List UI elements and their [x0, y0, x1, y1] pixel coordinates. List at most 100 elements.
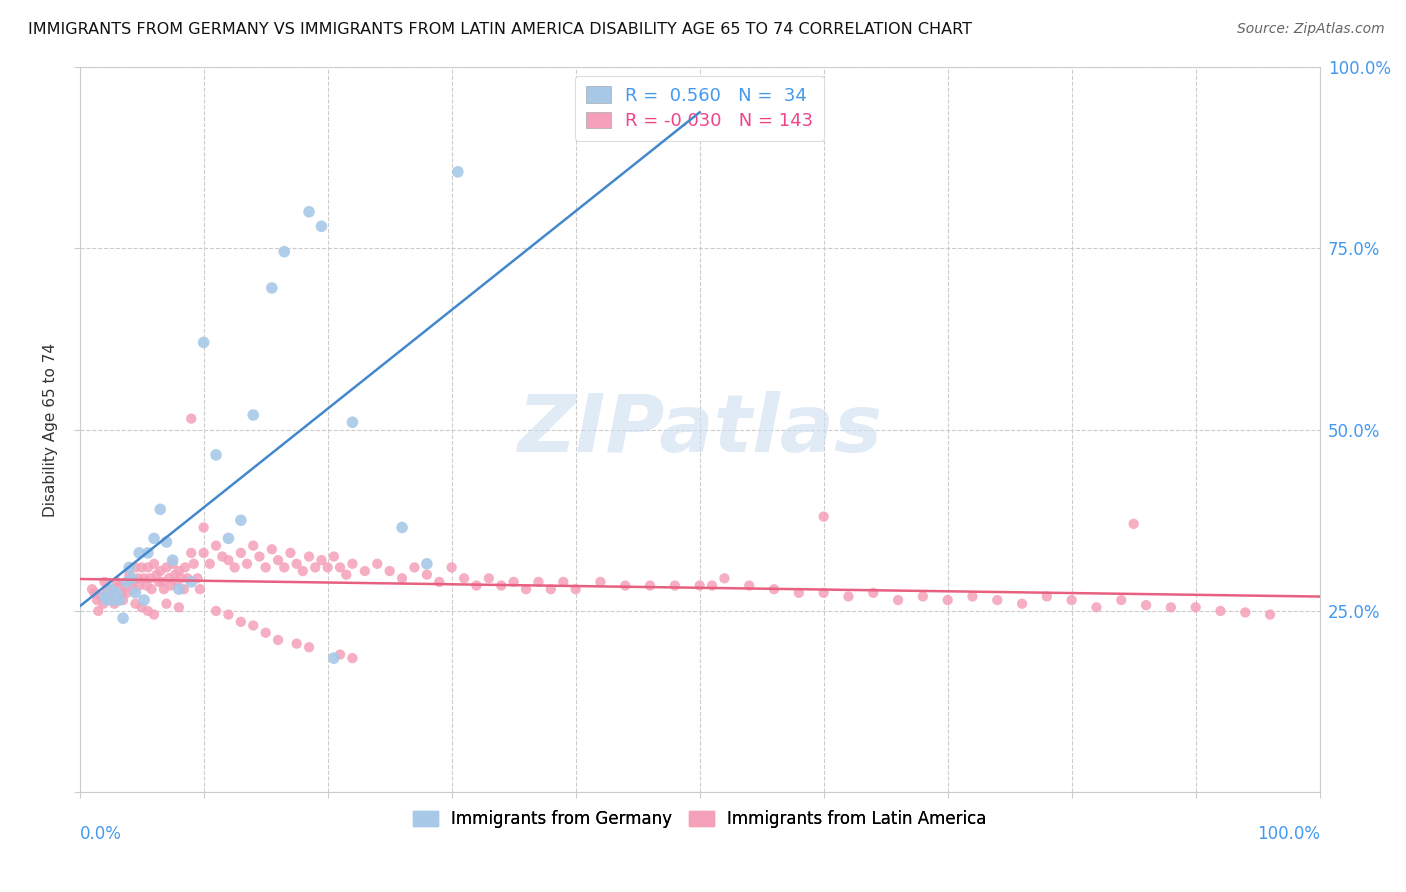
Point [242, 408, 264, 422]
Point [93, 590, 115, 604]
Point [763, 582, 786, 597]
Point [1160, 600, 1182, 615]
Point [174, 560, 197, 574]
Point [478, 571, 501, 585]
Point [689, 578, 711, 592]
Point [98, 590, 121, 604]
Point [267, 632, 290, 647]
Point [887, 593, 910, 607]
Point [165, 567, 187, 582]
Point [157, 571, 180, 585]
Point [254, 625, 277, 640]
Point [86, 593, 108, 607]
Point [143, 557, 166, 571]
Point [121, 571, 143, 585]
Text: 100.0%: 100.0% [1257, 825, 1320, 843]
Point [152, 574, 174, 589]
Point [553, 574, 575, 589]
Point [100, 593, 122, 607]
Point [131, 560, 153, 574]
Point [111, 586, 134, 600]
Point [205, 539, 228, 553]
Point [173, 582, 195, 597]
Point [291, 564, 314, 578]
Point [298, 549, 321, 564]
Point [124, 597, 146, 611]
Point [131, 600, 153, 615]
Point [101, 582, 124, 597]
Point [1011, 597, 1033, 611]
Point [217, 532, 239, 546]
Point [198, 557, 221, 571]
Point [366, 557, 388, 571]
Point [1122, 516, 1144, 531]
Point [738, 578, 761, 592]
Point [148, 574, 170, 589]
Point [787, 586, 810, 600]
Point [1085, 600, 1108, 615]
Point [193, 335, 215, 350]
Point [298, 204, 321, 219]
Point [453, 571, 475, 585]
Point [211, 549, 233, 564]
Point [165, 574, 187, 589]
Point [121, 574, 143, 589]
Point [205, 604, 228, 618]
Point [217, 607, 239, 622]
Point [1258, 607, 1281, 622]
Point [105, 574, 128, 589]
Point [183, 557, 205, 571]
Point [167, 582, 190, 597]
Point [87, 604, 110, 618]
Point [188, 582, 211, 597]
Text: IMMIGRANTS FROM GERMANY VS IMMIGRANTS FROM LATIN AMERICA DISABILITY AGE 65 TO 74: IMMIGRANTS FROM GERMANY VS IMMIGRANTS FR… [28, 22, 972, 37]
Point [141, 582, 163, 597]
Point [122, 582, 145, 597]
Point [143, 607, 166, 622]
Point [180, 546, 202, 560]
Point [136, 604, 159, 618]
Point [316, 560, 339, 574]
Point [167, 564, 190, 578]
Point [108, 593, 131, 607]
Point [124, 586, 146, 600]
Point [108, 578, 131, 592]
Point [115, 586, 138, 600]
Point [342, 651, 364, 665]
Point [378, 564, 401, 578]
Point [335, 567, 357, 582]
Point [427, 574, 450, 589]
Point [80, 582, 103, 597]
Point [589, 574, 612, 589]
Point [416, 557, 439, 571]
Point [862, 586, 884, 600]
Point [236, 557, 259, 571]
Point [139, 571, 162, 585]
Point [540, 582, 562, 597]
Point [440, 560, 463, 574]
Point [105, 586, 128, 600]
Point [155, 535, 177, 549]
Point [249, 549, 271, 564]
Point [135, 578, 157, 592]
Point [311, 219, 333, 234]
Point [342, 415, 364, 429]
Point [93, 574, 115, 589]
Point [91, 597, 114, 611]
Point [149, 502, 172, 516]
Point [242, 539, 264, 553]
Point [1209, 604, 1232, 618]
Point [322, 651, 344, 665]
Point [167, 600, 190, 615]
Point [329, 648, 352, 662]
Point [1234, 606, 1257, 620]
Text: Source: ZipAtlas.com: Source: ZipAtlas.com [1237, 22, 1385, 37]
Point [391, 571, 413, 585]
Point [404, 560, 426, 574]
Point [90, 590, 112, 604]
Point [186, 571, 208, 585]
Point [280, 546, 302, 560]
Point [447, 165, 470, 179]
Point [254, 560, 277, 574]
Point [180, 411, 202, 425]
